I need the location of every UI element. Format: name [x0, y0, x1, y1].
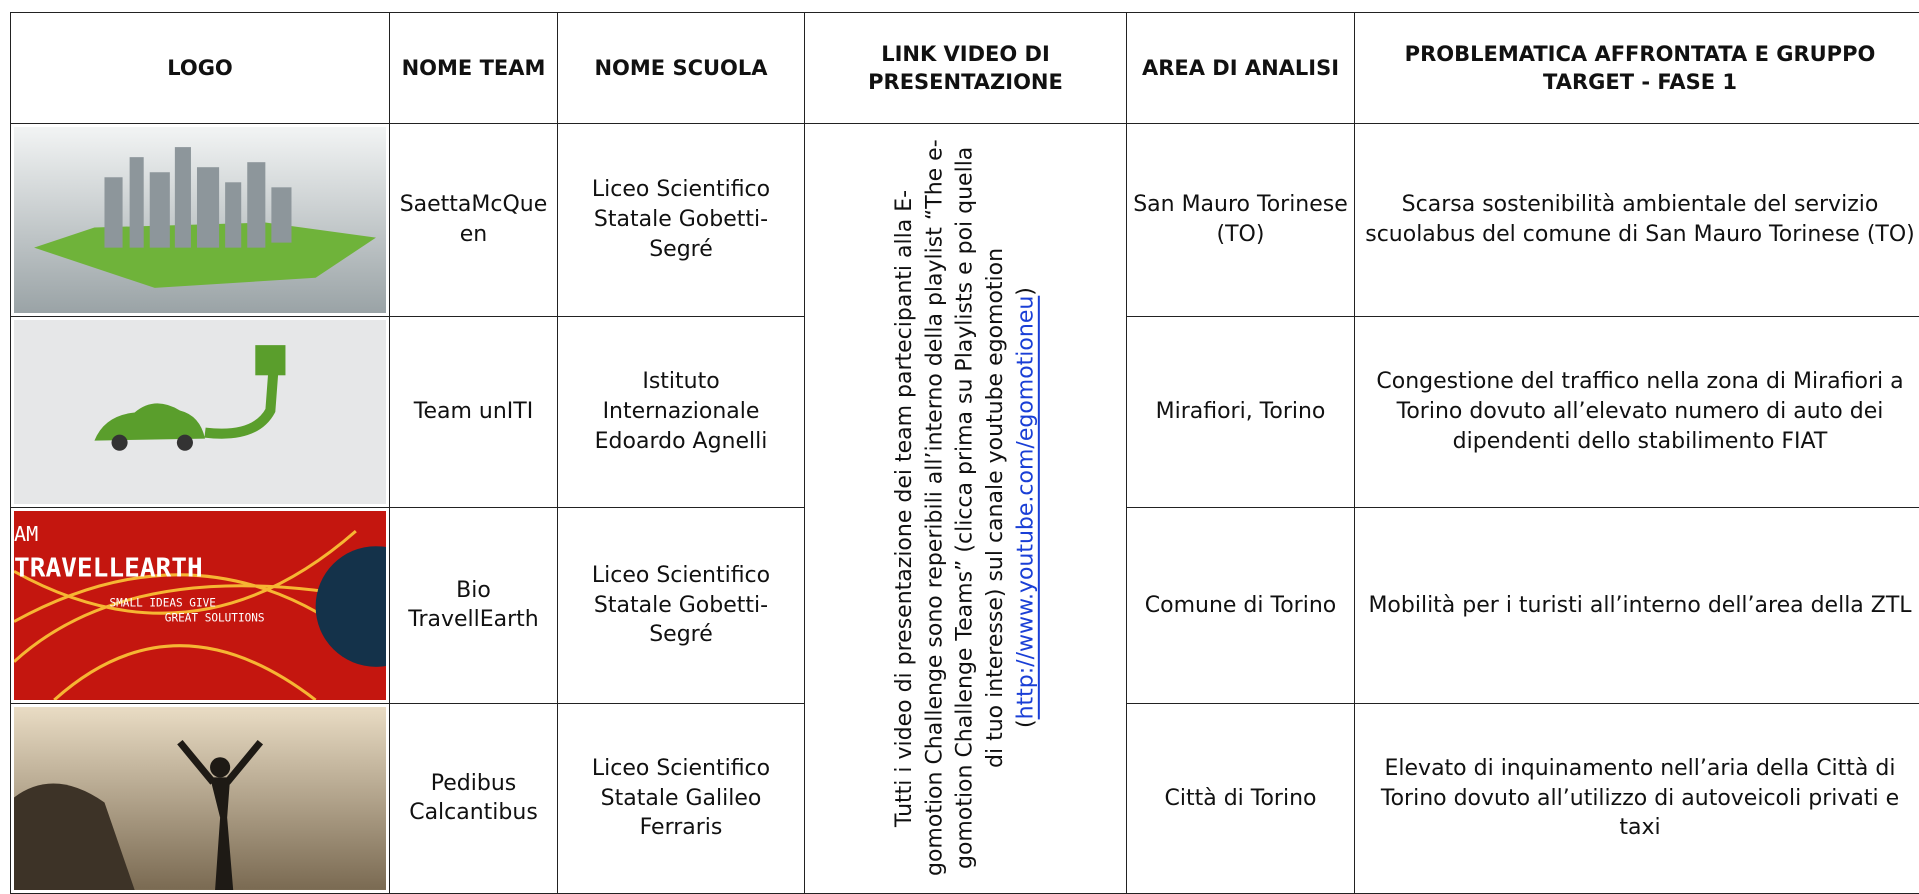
header-cell: AREA DI ANALISI	[1127, 13, 1355, 124]
row: SaettaMcQueen Liceo Scientifico Statale …	[11, 124, 1919, 317]
logo-city	[14, 127, 386, 313]
problem: Elevato di inquinamento nell’aria della …	[1355, 704, 1919, 894]
team-name: SaettaMcQueen	[390, 124, 558, 317]
school-name: Istituto Internazionale Edoardo Agnelli	[558, 317, 805, 508]
video-text: Tutti i video di presentazione dei team …	[892, 140, 1008, 877]
team-name: Team unITI	[390, 317, 558, 508]
logo-text: GREAT SOLUTIONS	[165, 612, 265, 625]
video-cell: Tutti i video di presentazione dei team …	[805, 124, 1127, 894]
video-note: Tutti i video di presentazione dei team …	[890, 138, 1042, 878]
logo-cell	[11, 704, 390, 894]
header-cell: LINK VIDEO DI PRESENTAZIONE	[805, 13, 1127, 124]
header-cell: NOME SCUOLA	[558, 13, 805, 124]
area: Città di Torino	[1127, 704, 1355, 894]
logo-cell: AM TRAVELLEARTH SMALL IDEAS GIVE GREAT S…	[11, 507, 390, 703]
teams-table: LOGO NOME TEAM NOME SCUOLA LINK VIDEO DI…	[10, 12, 1919, 894]
team-name: Bio TravellEarth	[390, 507, 558, 703]
school-name: Liceo Scientifico Statale Gobetti-Segré	[558, 507, 805, 703]
video-link[interactable]: http://www.youtube.com/egomotioneu	[1013, 297, 1038, 721]
school-name: Liceo Scientifico Statale Galileo Ferrar…	[558, 704, 805, 894]
logo-text: AM	[14, 522, 38, 546]
problem: Congestione del traffico nella zona di M…	[1355, 317, 1919, 508]
school-name: Liceo Scientifico Statale Gobetti-Segré	[558, 124, 805, 317]
problem: Scarsa sostenibilità ambientale del serv…	[1355, 124, 1919, 317]
area: Mirafiori, Torino	[1127, 317, 1355, 508]
logo-beach	[14, 707, 386, 890]
header-cell: PROBLEMATICA AFFRONTATA E GRUPPO TARGET …	[1355, 13, 1919, 124]
logo-car	[14, 320, 386, 504]
logo-cell	[11, 124, 390, 317]
team-name: Pedibus Calcantibus	[390, 704, 558, 894]
header-cell: LOGO	[11, 13, 390, 124]
logo-cell	[11, 317, 390, 508]
logo-text: TRAVELLEARTH	[14, 553, 203, 583]
area: San Mauro Torinese (TO)	[1127, 124, 1355, 317]
header-row: LOGO NOME TEAM NOME SCUOLA LINK VIDEO DI…	[11, 13, 1919, 124]
header-cell: NOME TEAM	[390, 13, 558, 124]
logo-text: SMALL IDEAS GIVE	[110, 596, 216, 609]
logo-travellearth: AM TRAVELLEARTH SMALL IDEAS GIVE GREAT S…	[14, 511, 386, 700]
paren: )	[1013, 288, 1038, 297]
paren: (	[1013, 720, 1038, 729]
area: Comune di Torino	[1127, 507, 1355, 703]
problem: Mobilità per i turisti all’interno dell’…	[1355, 507, 1919, 703]
